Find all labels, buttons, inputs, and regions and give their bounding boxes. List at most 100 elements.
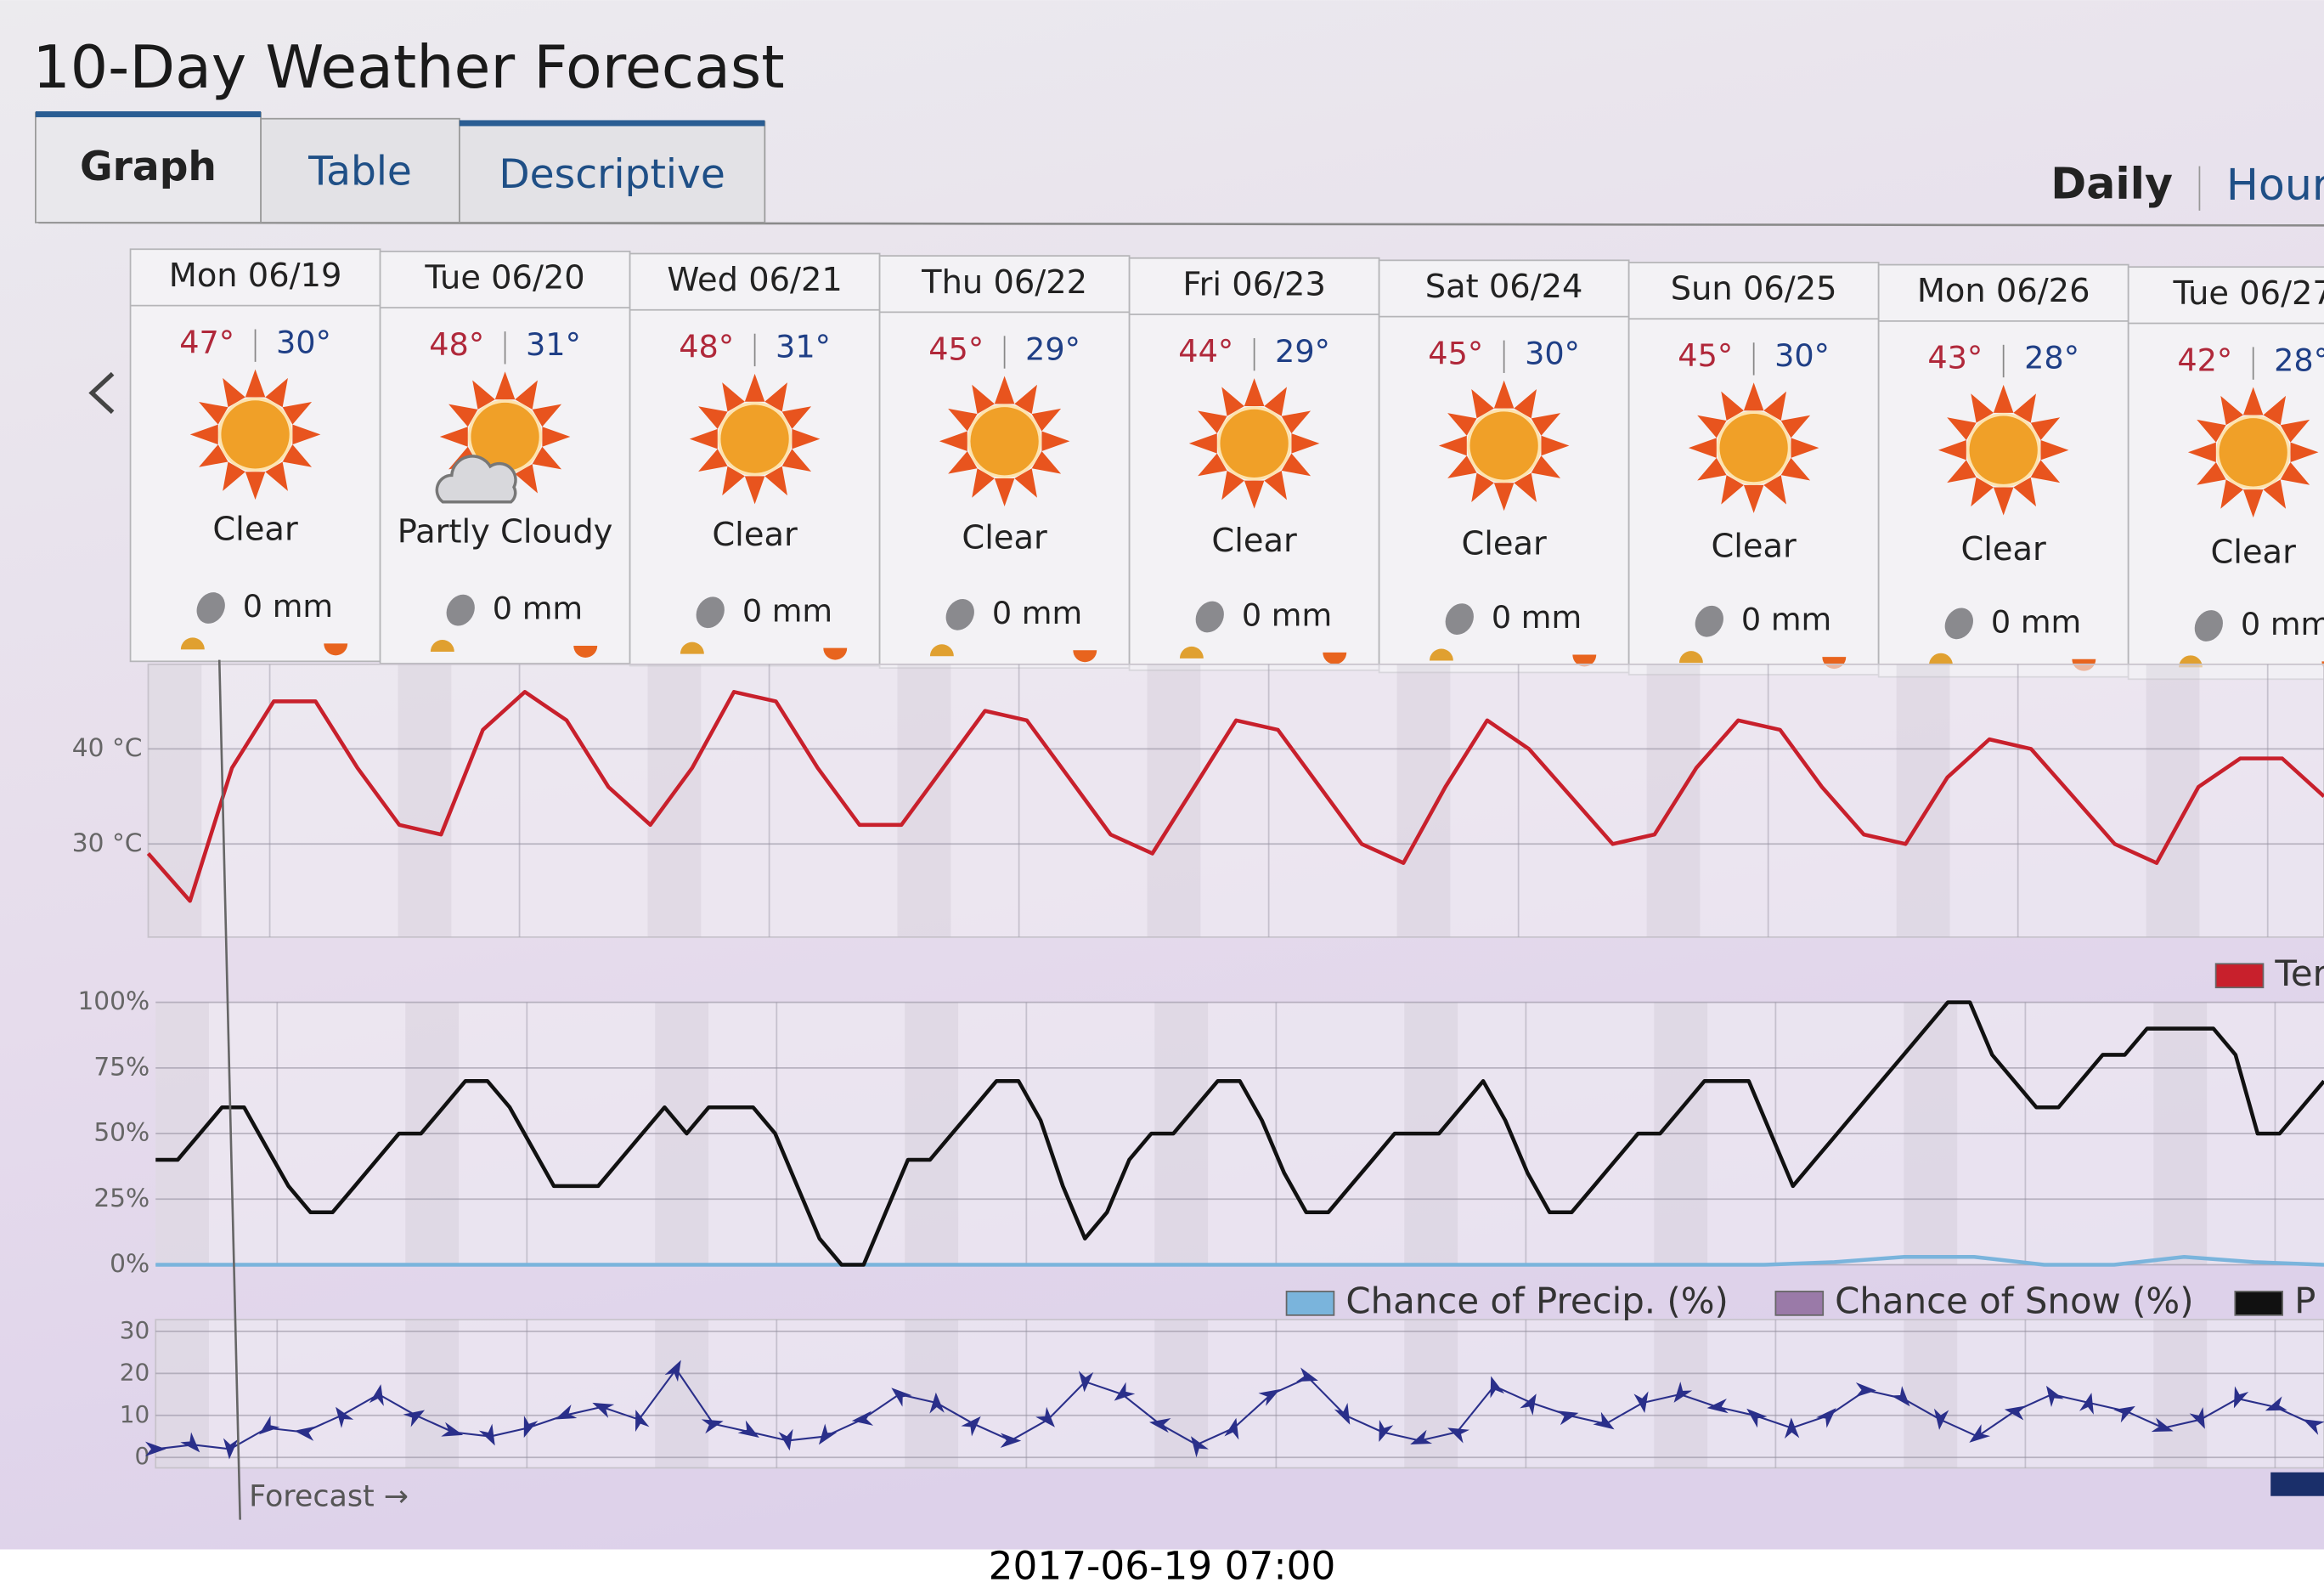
night-band <box>1147 664 1201 937</box>
day-condition: Clear <box>962 518 1047 557</box>
day-condition: Clear <box>1711 528 1797 566</box>
wind-arrow <box>592 1402 615 1418</box>
wind-arrow <box>180 1432 200 1453</box>
sun <box>217 397 293 472</box>
legend-label: Chance of Precip. (%) <box>1345 1280 1728 1321</box>
wind-arrow <box>701 1419 724 1434</box>
day-low: 29° <box>1275 333 1330 370</box>
day-high: 47° <box>179 324 234 360</box>
day-high: 44° <box>1178 333 1233 370</box>
legend-label: Ter <box>2274 952 2324 994</box>
wind-arrow <box>294 1426 316 1441</box>
wind-arrow <box>891 1388 912 1407</box>
sunrise <box>680 642 704 654</box>
sunrise <box>1429 648 1453 661</box>
day-date: Wed 06/21 <box>667 261 842 299</box>
y-tick-label: 20 <box>120 1358 150 1386</box>
night-band <box>2153 1320 2208 1468</box>
drop-icon <box>2194 610 2223 642</box>
day-high: 48° <box>429 326 484 363</box>
wind-arrow <box>403 1410 426 1427</box>
wind-arrow <box>851 1410 874 1426</box>
wind-arrow <box>2045 1385 2064 1408</box>
day-date: Mon 06/26 <box>1917 272 2090 310</box>
tab-label[interactable]: Table <box>307 148 412 195</box>
wind-arrow <box>2079 1393 2094 1415</box>
day-low: 30° <box>1525 336 1580 372</box>
drop-icon <box>1445 603 1474 635</box>
day-precip: 0 mm <box>493 591 583 627</box>
day-condition: Clear <box>1960 530 2046 568</box>
night-band <box>1904 1320 1958 1468</box>
wind-arrow <box>1078 1371 1094 1393</box>
wind-arrow <box>223 1438 239 1460</box>
timestamp: 2017-06-19 07:00 <box>989 1544 1336 1589</box>
cloud <box>435 455 517 504</box>
y-tick-label: 0 <box>134 1442 149 1470</box>
night-band <box>1896 664 1950 937</box>
wind-arrow <box>369 1384 384 1406</box>
page-title: 10-Day Weather Forecast <box>32 33 784 102</box>
wind-arrow <box>1410 1429 1433 1445</box>
wind-arrow <box>737 1420 759 1439</box>
sunrise <box>1179 646 1204 659</box>
night-band <box>655 1320 709 1468</box>
wind-arrow <box>1633 1391 1649 1413</box>
tab[interactable] <box>260 117 460 223</box>
wind-arrow <box>1114 1382 1136 1401</box>
tab-label[interactable]: Descriptive <box>499 151 725 198</box>
drop-icon <box>196 592 225 624</box>
day-strip: Mon 06/19 47° 30° Clear 0 mm Tue 06/20 48° 31° P… <box>129 248 2324 681</box>
wind-arrow <box>1706 1398 1729 1414</box>
wind-arrow <box>778 1428 793 1451</box>
day-high: 45° <box>1678 337 1733 374</box>
sunset <box>1323 652 1347 664</box>
day-high: 42° <box>2177 342 2232 378</box>
tab-label[interactable]: Graph <box>80 144 217 190</box>
y-tick-label: 100% <box>77 986 149 1015</box>
day-date: Tue 06/27 <box>2173 274 2324 313</box>
charts: 40 °C 30 °C 100% 75% 50% 25% 0% 30 20 10 0 Ter Chanc… <box>72 659 2324 1520</box>
sun <box>1216 406 1292 481</box>
night-band <box>1646 664 1701 937</box>
sunset <box>1073 650 1097 663</box>
day-date: Mon 06/19 <box>169 257 342 295</box>
wind-arrow <box>2189 1406 2205 1429</box>
day-low: 29° <box>1025 331 1080 367</box>
day-condition: Clear <box>712 516 798 554</box>
sunset <box>573 646 598 658</box>
day-precip: 0 mm <box>2241 606 2324 642</box>
tab[interactable] <box>35 111 262 223</box>
wind-arrow <box>1334 1402 1351 1425</box>
day-high: 45° <box>1428 336 1483 372</box>
day-condition: Partly Cloudy <box>398 513 613 551</box>
wind-arrow <box>1000 1433 1022 1448</box>
prev-arrow[interactable] <box>88 371 115 415</box>
sun-rays <box>189 369 321 500</box>
wind-arrow <box>2151 1417 2174 1433</box>
wind-arrow <box>1746 1408 1768 1428</box>
wind-arrow <box>145 1441 166 1457</box>
wind-arrow <box>818 1423 838 1445</box>
wind-arrow <box>1520 1393 1537 1416</box>
night-band <box>148 664 202 937</box>
day-card[interactable] <box>1877 263 2129 678</box>
tab[interactable] <box>459 121 766 223</box>
legend-swatch <box>2270 1472 2324 1496</box>
view-toggle[interactable]: Hour <box>2226 160 2324 210</box>
day-high: 43° <box>1927 340 1983 376</box>
day-precip: 0 mm <box>1741 602 1831 638</box>
day-card[interactable] <box>1378 259 1630 674</box>
y-tick-label: 30 °C <box>72 828 143 857</box>
wind-arrow <box>441 1422 464 1437</box>
legend-swatch <box>1774 1291 1825 1316</box>
series-line <box>146 690 2324 903</box>
night-band <box>405 1320 460 1468</box>
wind-arrow <box>336 1406 354 1428</box>
wind-arrow <box>1035 1406 1055 1427</box>
sun <box>2216 415 2291 489</box>
wind-arrow <box>1593 1411 1615 1430</box>
chart-panel <box>155 1319 2324 1469</box>
view-toggle[interactable]: Daily <box>2050 158 2173 208</box>
